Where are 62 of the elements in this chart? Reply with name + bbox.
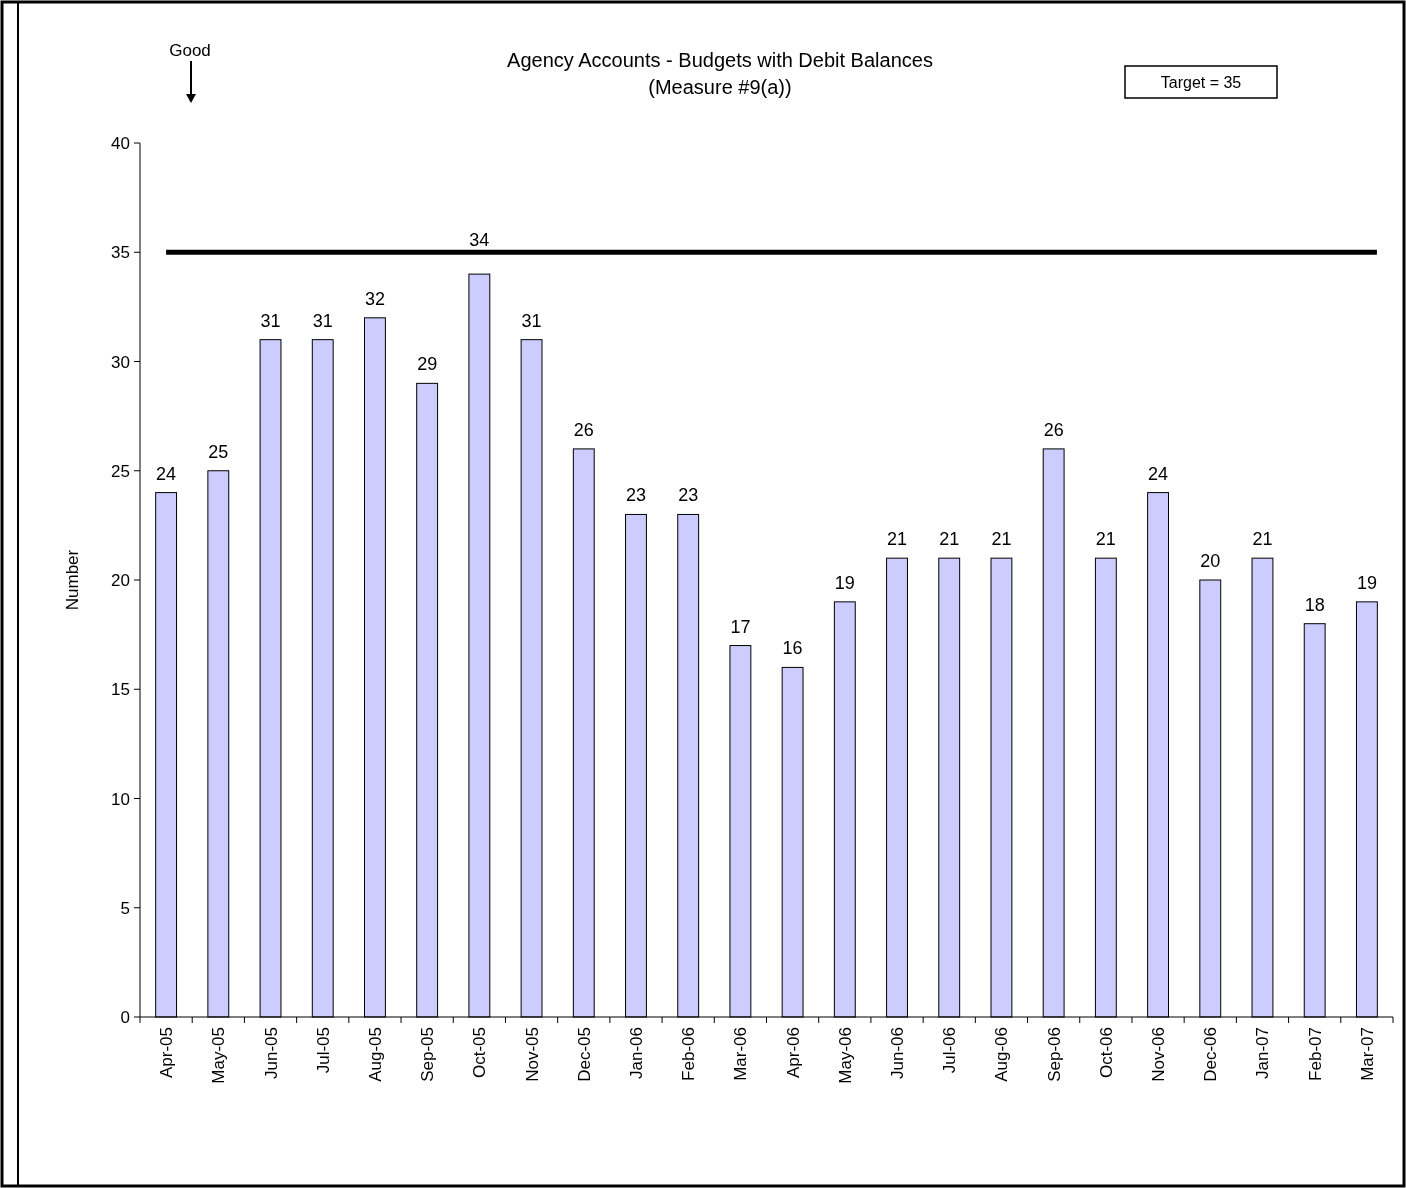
data-label: 24 bbox=[1148, 463, 1169, 484]
x-tick-label: Mar-07 bbox=[1357, 1027, 1377, 1081]
ref-line-label: Target = 35 bbox=[1160, 74, 1242, 91]
data-label: 31 bbox=[521, 310, 542, 331]
data-label: 34 bbox=[469, 230, 490, 251]
data-label: 21 bbox=[991, 529, 1012, 550]
y-tick-label: 0 bbox=[120, 1008, 130, 1027]
x-tick-label: Dec-05 bbox=[574, 1027, 594, 1082]
x-tick-label: Aug-05 bbox=[365, 1027, 385, 1082]
x-tick-label: May-05 bbox=[209, 1027, 229, 1084]
x-tick-label: Jan-06 bbox=[626, 1027, 646, 1079]
y-tick-label: 25 bbox=[111, 461, 130, 481]
x-tick-label: Dec-06 bbox=[1201, 1027, 1221, 1082]
x-tick-label: Jul-05 bbox=[313, 1027, 333, 1074]
y-tick-label: 5 bbox=[120, 898, 130, 918]
data-label: 21 bbox=[1252, 529, 1273, 550]
x-tick-label: Apr-06 bbox=[783, 1027, 803, 1079]
x-tick-label: May-06 bbox=[835, 1027, 855, 1084]
x-tick-label: Sep-06 bbox=[1044, 1027, 1064, 1082]
data-label: 29 bbox=[417, 354, 438, 375]
data-label: 26 bbox=[1043, 419, 1064, 440]
data-label: 31 bbox=[312, 310, 333, 331]
y-tick-label: 10 bbox=[111, 789, 130, 809]
x-tick-label: Feb-06 bbox=[679, 1027, 699, 1081]
y-tick-label: 35 bbox=[111, 243, 130, 263]
x-tick-label: Jun-05 bbox=[261, 1027, 281, 1079]
data-label: 25 bbox=[208, 441, 229, 462]
y-tick-label: 15 bbox=[111, 680, 130, 700]
data-label: 21 bbox=[1095, 529, 1116, 550]
data-label: 20 bbox=[1200, 551, 1221, 571]
data-label: 19 bbox=[1356, 572, 1377, 593]
x-tick-label: Oct-05 bbox=[470, 1027, 490, 1079]
data-label: 17 bbox=[730, 616, 751, 637]
text: Good bbox=[169, 41, 211, 60]
data-label: 26 bbox=[573, 419, 594, 440]
data-label: 18 bbox=[1304, 594, 1325, 615]
x-tick-label: Nov-06 bbox=[1149, 1027, 1169, 1082]
x-tick-label: Apr-05 bbox=[157, 1027, 177, 1079]
y-axis-title: Number bbox=[63, 549, 82, 611]
x-tick-label: Nov-05 bbox=[522, 1027, 542, 1082]
data-label: 23 bbox=[678, 485, 699, 506]
data-label: 16 bbox=[782, 638, 803, 659]
data-label: 24 bbox=[156, 463, 177, 484]
x-tick-label: Mar-06 bbox=[731, 1027, 751, 1081]
data-label: 19 bbox=[834, 572, 855, 593]
x-tick-label: Sep-05 bbox=[418, 1027, 438, 1082]
data-label: 31 bbox=[260, 310, 281, 331]
data-label: 23 bbox=[625, 485, 646, 506]
chart-title: Agency Accounts - Budgets with Debit Balances bbox=[507, 49, 933, 71]
data-label: 21 bbox=[939, 529, 960, 550]
x-tick-label: Jul-06 bbox=[940, 1027, 960, 1074]
x-tick-label: Oct-06 bbox=[1096, 1027, 1116, 1079]
data-label: 21 bbox=[887, 529, 908, 550]
x-tick-label: Jun-06 bbox=[888, 1027, 908, 1079]
x-tick-label: Feb-07 bbox=[1305, 1027, 1325, 1081]
chart-subtitle: (Measure #9(a)) bbox=[648, 76, 792, 98]
x-tick-label: Aug-06 bbox=[992, 1027, 1012, 1082]
y-tick-label: 20 bbox=[111, 571, 130, 590]
x-tick-label: Jan-07 bbox=[1253, 1027, 1273, 1079]
data-label: 32 bbox=[364, 288, 385, 309]
y-tick-label: 40 bbox=[111, 134, 130, 153]
y-tick-label: 30 bbox=[111, 352, 130, 372]
